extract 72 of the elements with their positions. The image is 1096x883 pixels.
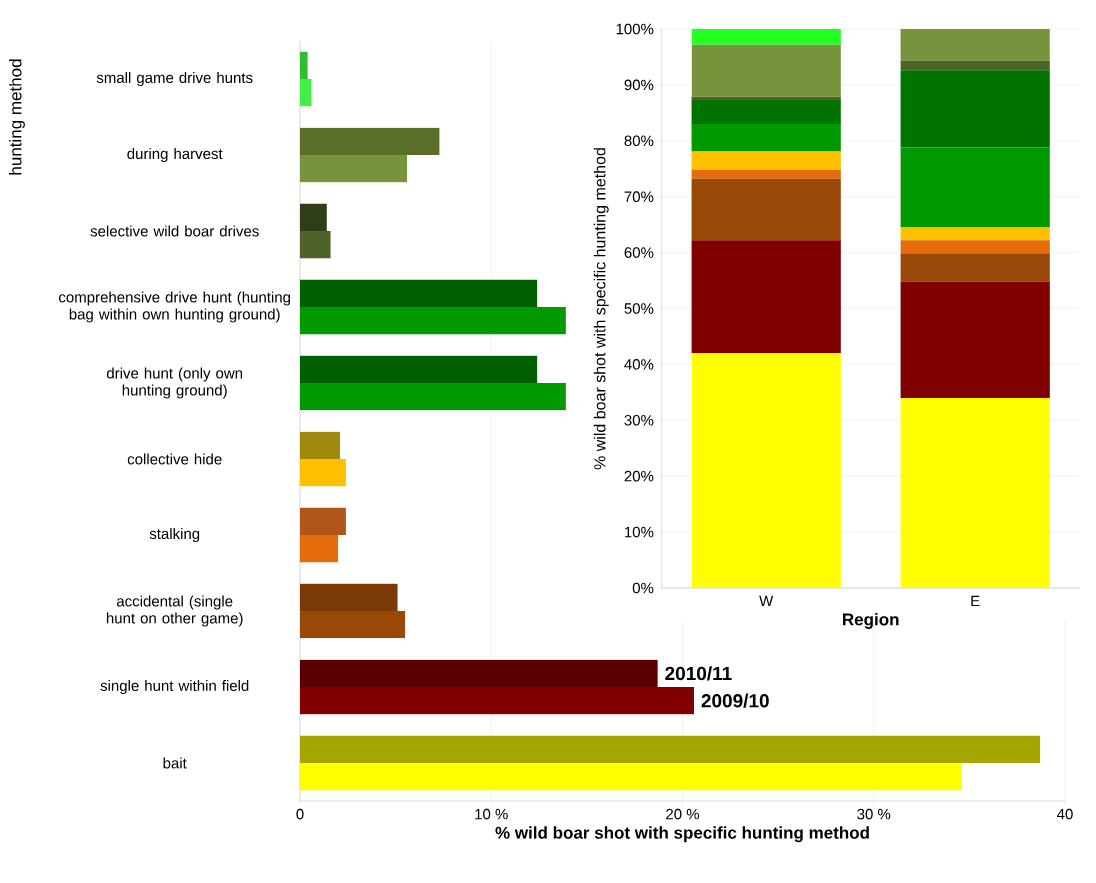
- bar: [300, 279, 538, 307]
- y-tick-label: 10%: [625, 526, 654, 538]
- bar: [300, 735, 1041, 763]
- x-tick-label: 20 %: [666, 808, 700, 820]
- bar: [300, 687, 694, 715]
- bar: [300, 127, 440, 155]
- bar: [300, 307, 566, 335]
- y-tick-label: bait: [163, 757, 187, 769]
- y-tick-label: 50%: [624, 303, 654, 314]
- bar: [691, 178, 841, 241]
- y-tick-label: during harvest: [127, 148, 223, 162]
- bar: [300, 355, 538, 383]
- y-tick-label: small game drive hunts: [96, 72, 253, 86]
- x-tick-label: W: [759, 595, 774, 607]
- bar: [300, 431, 341, 459]
- bar: [300, 155, 408, 183]
- bar: [691, 240, 841, 354]
- bar: [691, 169, 841, 179]
- bar: [691, 44, 841, 97]
- x-tick-label: 10 %: [475, 808, 508, 820]
- y-tick-label: 100%: [616, 23, 654, 35]
- x-tick-label: 0: [296, 808, 304, 820]
- bar: [300, 383, 566, 411]
- bar: [900, 60, 1050, 71]
- y-axis-title: hunting method: [9, 59, 25, 175]
- y-tick-label: 20%: [624, 470, 654, 482]
- bar: [691, 124, 841, 152]
- bar: [300, 51, 308, 79]
- y-tick-label: drive hunt (only own hunting ground): [106, 367, 243, 399]
- bar: [300, 203, 327, 231]
- y-tick-label: single hunt within field: [100, 680, 249, 694]
- series-label: 2010/11: [665, 666, 732, 681]
- y-tick-label: stalking: [149, 528, 200, 542]
- y-tick-label: collective hide: [127, 453, 222, 465]
- x-axis-title: Region: [843, 612, 899, 629]
- bar: [691, 99, 841, 125]
- bar: [900, 28, 1050, 61]
- bar: [900, 240, 1050, 254]
- bar: [300, 535, 339, 563]
- y-tick-label: 90%: [624, 79, 654, 91]
- x-tick-label: 30 %: [857, 808, 891, 820]
- bar: [691, 28, 841, 45]
- bar: [300, 459, 346, 487]
- bar: [900, 281, 1050, 398]
- bar: [900, 147, 1050, 228]
- y-tick-label: 80%: [624, 135, 654, 147]
- y-tick-label: 0%: [632, 582, 654, 594]
- bar: [300, 507, 346, 535]
- x-tick-label: 40: [1057, 808, 1073, 820]
- bar: [300, 611, 406, 639]
- y-tick-label: selective wild boar drives: [90, 225, 259, 237]
- y-tick-label: 60%: [624, 247, 654, 258]
- y-tick-label: 40%: [624, 359, 654, 370]
- bar: [900, 253, 1050, 282]
- bar: [300, 231, 331, 259]
- bar: [900, 397, 1050, 588]
- y-tick-label: accidental (single hunt on other game): [106, 595, 243, 627]
- x-axis-title: % wild boar shot with specific hunting method: [495, 826, 869, 843]
- bar: [691, 353, 841, 588]
- series-label: 2009/10: [701, 693, 769, 708]
- y-tick-label: 30%: [624, 414, 654, 426]
- bar: [300, 762, 962, 791]
- bar: [300, 659, 658, 687]
- bar: [300, 583, 398, 611]
- bar: [300, 79, 312, 107]
- bar: [900, 227, 1050, 241]
- y-tick-label: 70%: [624, 191, 654, 202]
- y-tick-label: comprehensive drive hunt (hunting bag within own hunting ground): [59, 291, 290, 323]
- bar: [691, 151, 841, 170]
- bar: [900, 70, 1050, 148]
- y-axis-title: % wild boar shot with specific hunting method: [593, 148, 609, 470]
- x-tick-label: E: [971, 595, 980, 607]
